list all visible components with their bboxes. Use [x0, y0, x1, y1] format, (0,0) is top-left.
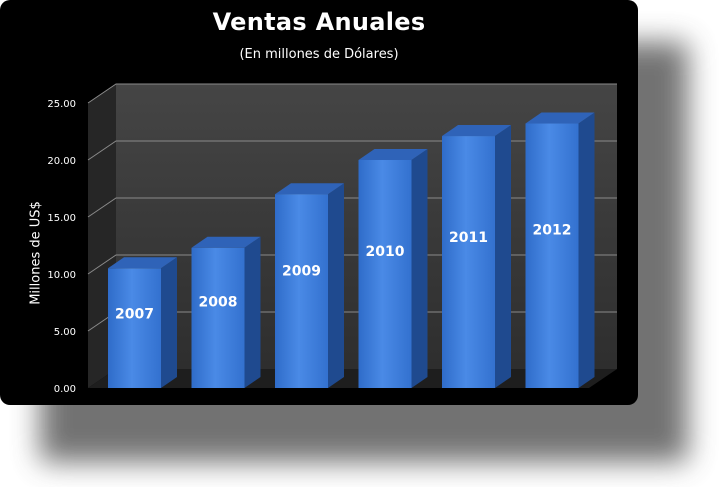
bar-side — [495, 125, 511, 388]
bar-front — [191, 247, 245, 388]
y-tick-label: 25.00 — [47, 99, 76, 110]
chart-subtitle: (En millones de Dólares) — [239, 47, 399, 62]
bar-front — [275, 194, 328, 388]
bar-label: 2012 — [533, 223, 572, 239]
y-tick-label: 0.00 — [54, 384, 76, 395]
bar-2012 — [525, 112, 595, 389]
y-axis-label: Millones de US$ — [28, 201, 44, 305]
bar-side — [328, 183, 344, 388]
bar-label: 2011 — [449, 230, 488, 246]
bar-2008 — [191, 236, 261, 388]
bar-label: 2008 — [199, 295, 238, 311]
bar-label: 2010 — [366, 244, 405, 260]
bar-top — [275, 183, 344, 195]
chart-title: Ventas Anuales — [212, 8, 426, 36]
bar-side — [244, 236, 261, 388]
bar-2011 — [442, 125, 511, 388]
bar-front — [442, 136, 495, 388]
chart-card: Ventas Anuales (En millones de Dólares) … — [0, 0, 638, 405]
bar-2009 — [275, 183, 344, 388]
bar-top — [525, 112, 595, 124]
y-axis-label-wrap: Millones de US$ — [24, 178, 48, 328]
bar-2007 — [108, 257, 177, 388]
y-tick-label: 5.00 — [54, 327, 76, 338]
bar-side — [411, 149, 428, 388]
bar-top — [108, 257, 177, 269]
bar-label: 2009 — [282, 264, 321, 280]
y-tick-label: 20.00 — [47, 156, 76, 167]
bar-side — [161, 257, 177, 388]
y-tick-label: 15.00 — [47, 213, 76, 224]
bar-side — [578, 112, 595, 389]
y-tick-label: 10.00 — [47, 270, 76, 281]
gridline — [87, 83, 617, 104]
bar-front — [108, 268, 161, 388]
chart-plot: 0.00 5.00 10.00 15.00 20.00 25.00 2007 2008 200… — [47, 83, 617, 395]
bar-label: 2007 — [115, 307, 154, 323]
bar-top — [358, 149, 428, 160]
bar-2010 — [358, 149, 428, 388]
bar-front — [525, 123, 579, 389]
bar-top — [191, 236, 261, 248]
bar-top — [442, 125, 511, 137]
bar-front — [358, 160, 412, 388]
